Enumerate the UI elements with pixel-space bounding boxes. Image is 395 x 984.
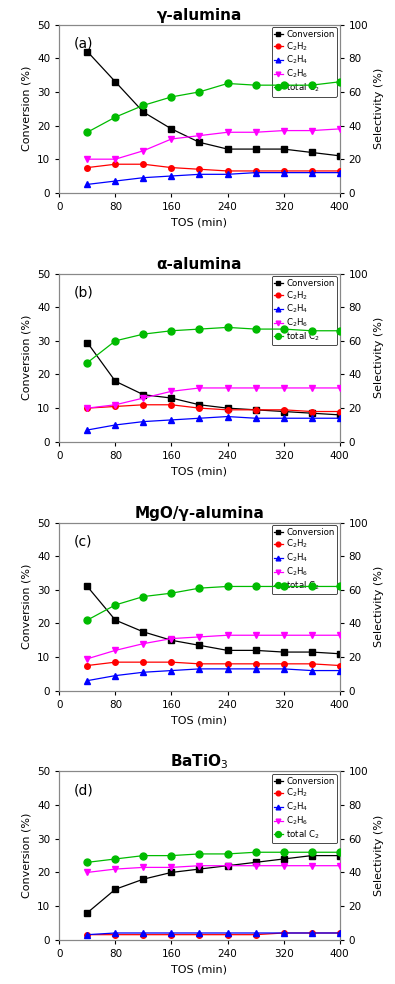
Y-axis label: Selectivity (%): Selectivity (%) — [374, 317, 384, 399]
Text: (a): (a) — [73, 36, 93, 50]
Legend: Conversion, C$_2$H$_2$, C$_2$H$_4$, C$_2$H$_6$, total C$_2$: Conversion, C$_2$H$_2$, C$_2$H$_4$, C$_2… — [271, 277, 337, 345]
Title: α-alumina: α-alumina — [157, 258, 242, 273]
X-axis label: TOS (min): TOS (min) — [171, 217, 228, 227]
Text: (b): (b) — [73, 285, 93, 299]
Text: (c): (c) — [73, 534, 92, 548]
Y-axis label: Conversion (%): Conversion (%) — [22, 66, 32, 152]
X-axis label: TOS (min): TOS (min) — [171, 466, 228, 476]
X-axis label: TOS (min): TOS (min) — [171, 715, 228, 725]
Y-axis label: Selectivity (%): Selectivity (%) — [374, 68, 384, 150]
Y-axis label: Selectivity (%): Selectivity (%) — [374, 566, 384, 647]
X-axis label: TOS (min): TOS (min) — [171, 964, 228, 974]
Legend: Conversion, C$_2$H$_2$, C$_2$H$_4$, C$_2$H$_6$, total C$_2$: Conversion, C$_2$H$_2$, C$_2$H$_4$, C$_2… — [271, 774, 337, 843]
Legend: Conversion, C$_2$H$_2$, C$_2$H$_4$, C$_2$H$_6$, total C$_2$: Conversion, C$_2$H$_2$, C$_2$H$_4$, C$_2… — [271, 28, 337, 96]
Y-axis label: Conversion (%): Conversion (%) — [22, 564, 32, 649]
Title: BaTiO$_3$: BaTiO$_3$ — [170, 753, 229, 771]
Title: γ-alumina: γ-alumina — [157, 9, 242, 24]
Legend: Conversion, C$_2$H$_2$, C$_2$H$_4$, C$_2$H$_6$, total C$_2$: Conversion, C$_2$H$_2$, C$_2$H$_4$, C$_2… — [271, 525, 337, 594]
Y-axis label: Selectivity (%): Selectivity (%) — [374, 815, 384, 896]
Title: MgO/γ-alumina: MgO/γ-alumina — [135, 507, 264, 522]
Y-axis label: Conversion (%): Conversion (%) — [22, 813, 32, 898]
Text: (d): (d) — [73, 783, 93, 797]
Y-axis label: Conversion (%): Conversion (%) — [22, 315, 32, 400]
